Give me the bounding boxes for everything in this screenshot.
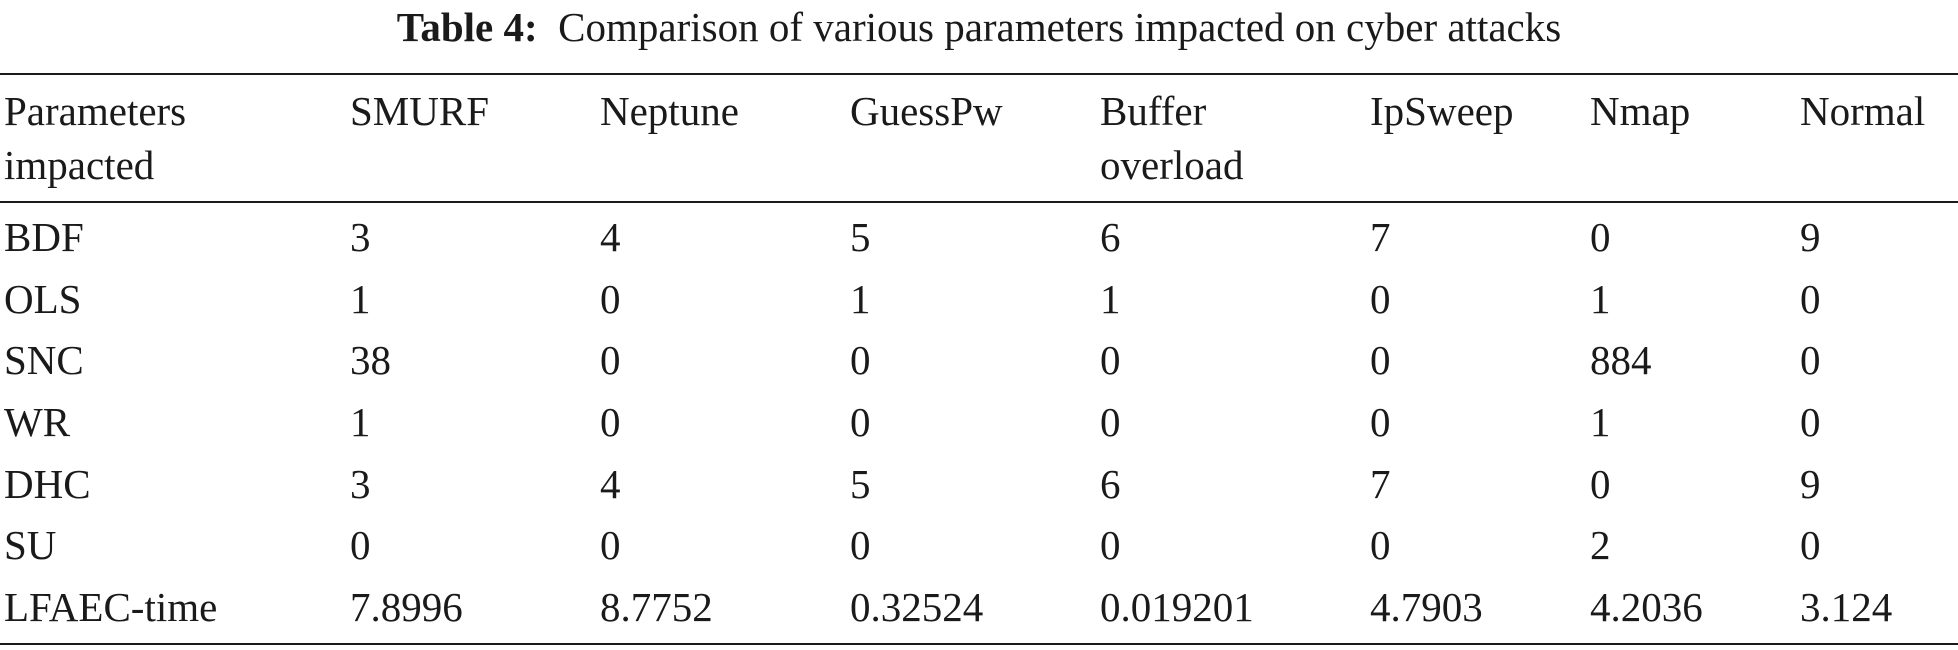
table-cell: 6 — [1100, 460, 1121, 507]
table-cell: 3 — [350, 214, 371, 260]
header-cell-neptune: Neptune — [600, 88, 739, 134]
row-label: SNC — [4, 337, 84, 384]
table-cell: 4 — [600, 214, 621, 260]
table-cell: 4.2036 — [1590, 584, 1703, 631]
table-row: SU 0 0 0 0 0 2 0 — [0, 518, 1958, 580]
table-cell: 7 — [1370, 460, 1391, 507]
table-cell: 1 — [1590, 275, 1611, 322]
table-cell: 6 — [1100, 214, 1121, 260]
table-cell: 0 — [1370, 337, 1391, 384]
table-top-rule — [0, 73, 1958, 75]
row-label: OLS — [4, 275, 82, 322]
table-cell: 4.7903 — [1370, 584, 1483, 631]
table-cell: 0 — [1800, 522, 1821, 569]
table-cell: 0 — [1800, 399, 1821, 446]
row-label: LFAEC-time — [4, 584, 218, 631]
row-label: WR — [4, 399, 71, 446]
header-cell-smurf: SMURF — [350, 88, 490, 134]
table-bottom-rule — [0, 643, 1958, 645]
table-cell: 5 — [850, 214, 871, 260]
table-cell: 7 — [1370, 214, 1391, 260]
table-cell: 0 — [850, 337, 871, 384]
table-cell: 0 — [1590, 214, 1611, 260]
table-cell: 4 — [600, 460, 621, 507]
table-header-row: Parameters impacted SMURF Neptune GuessP… — [0, 84, 1958, 194]
row-label: SU — [4, 522, 57, 569]
table-cell: 0.019201 — [1100, 584, 1254, 631]
table-cell: 3 — [350, 460, 371, 507]
table-cell: 9 — [1800, 460, 1821, 507]
table-cell: 2 — [1590, 522, 1611, 569]
table-cell: 38 — [350, 337, 391, 384]
header-cell-normal: Normal — [1800, 88, 1926, 134]
table-caption: Table 4: Comparison of various parameter… — [0, 2, 1958, 52]
table-cell: 0.32524 — [850, 584, 984, 631]
table-cell: 3.124 — [1800, 584, 1893, 631]
header-cell-ipsweep: IpSweep — [1370, 88, 1514, 134]
table-cell: 0 — [1100, 337, 1121, 384]
table-cell: 0 — [350, 522, 371, 569]
table-cell: 0 — [600, 275, 621, 322]
table-cell: 0 — [1370, 399, 1391, 446]
table-cell: 1 — [850, 275, 871, 322]
table-cell: 1 — [1100, 275, 1121, 322]
table-cell: 1 — [350, 275, 371, 322]
table-body: BDF 3 4 5 6 7 0 9 OLS 1 0 1 1 0 1 0 SNC … — [0, 210, 1958, 642]
table-cell: 1 — [350, 399, 371, 446]
table-cell: 0 — [1370, 522, 1391, 569]
table-row: OLS 1 0 1 1 0 1 0 — [0, 272, 1958, 334]
table-cell: 7.8996 — [350, 584, 463, 631]
table-cell: 0 — [1800, 337, 1821, 384]
row-label: BDF — [4, 214, 84, 260]
table-cell: 0 — [1590, 460, 1611, 507]
table-cell: 0 — [1800, 275, 1821, 322]
caption-label: Table 4: — [396, 4, 538, 50]
header-cell-nmap: Nmap — [1590, 88, 1691, 134]
table-cell: 0 — [600, 337, 621, 384]
row-label: DHC — [4, 460, 91, 507]
table-cell: 8.7752 — [600, 584, 713, 631]
table-cell: 0 — [600, 399, 621, 446]
caption-text: Comparison of various parameters impacte… — [558, 4, 1562, 50]
table-cell: 0 — [850, 522, 871, 569]
table-cell: 5 — [850, 460, 871, 507]
table-row: BDF 3 4 5 6 7 0 9 — [0, 210, 1958, 272]
table-row: WR 1 0 0 0 0 1 0 — [0, 395, 1958, 457]
header-cell-buffer-overload: Buffer overload — [1100, 88, 1244, 188]
table-cell: 0 — [1100, 399, 1121, 446]
table-cell: 0 — [600, 522, 621, 569]
table-cell: 884 — [1590, 337, 1652, 384]
table-cell: 0 — [1370, 275, 1391, 322]
table-cell: 1 — [1590, 399, 1611, 446]
header-cell-guesspw: GuessPw — [850, 88, 1003, 134]
table-header-rule — [0, 201, 1958, 203]
table-row: DHC 3 4 5 6 7 0 9 — [0, 457, 1958, 519]
header-cell-parameters: Parameters impacted — [4, 88, 187, 188]
table-cell: 0 — [850, 399, 871, 446]
table-cell: 9 — [1800, 214, 1821, 260]
table-cell: 0 — [1100, 522, 1121, 569]
table-row: SNC 38 0 0 0 0 884 0 — [0, 333, 1958, 395]
table-row: LFAEC-time 7.8996 8.7752 0.32524 0.01920… — [0, 580, 1958, 642]
